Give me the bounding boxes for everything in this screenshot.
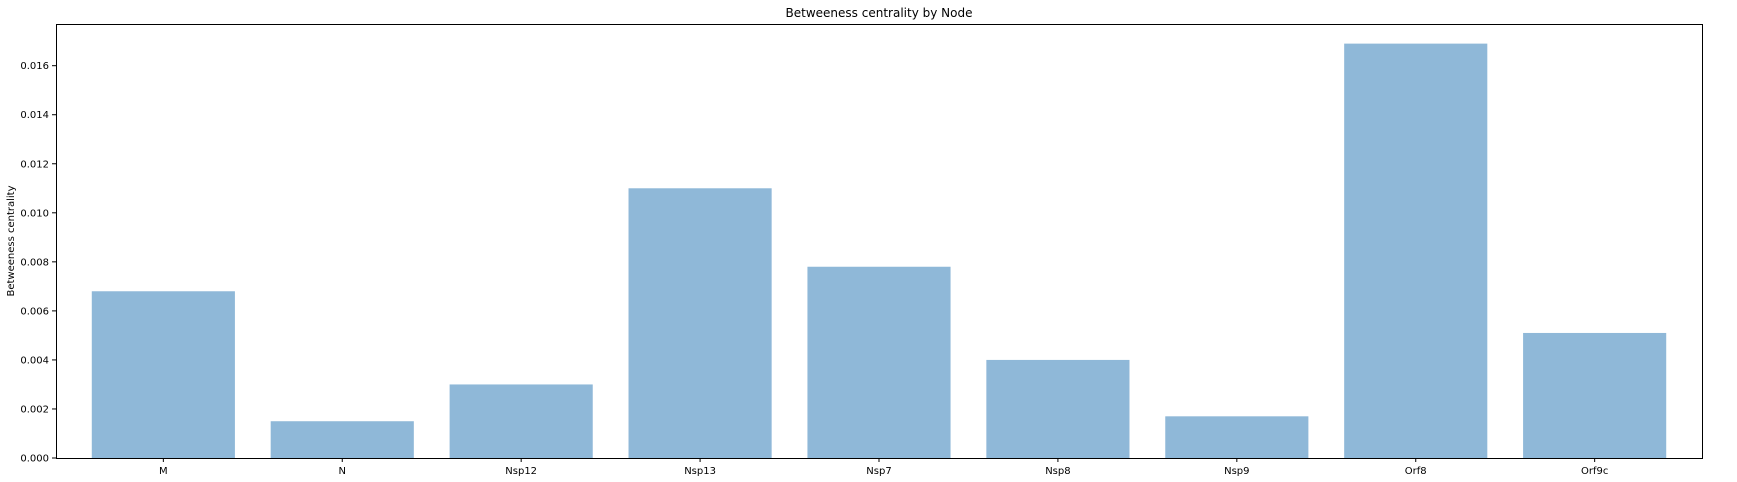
x-tick-label: M (159, 466, 168, 477)
y-tick-label: 0.016 (20, 61, 49, 72)
bar-nsp9 (1165, 416, 1309, 458)
y-tick-label: 0.000 (20, 454, 49, 465)
x-tick-label: Nsp12 (505, 466, 537, 477)
y-tick-label: 0.006 (20, 306, 49, 317)
x-tick-label: Orf9c (1581, 466, 1608, 477)
x-tick-label: N (339, 466, 346, 477)
x-tick-label: Nsp9 (1224, 466, 1249, 477)
y-axis-label: Betweeness centrality (6, 185, 17, 296)
bar-m (91, 291, 235, 458)
bar-n (270, 421, 414, 458)
bar-orf8 (1344, 43, 1488, 459)
y-tick-label: 0.008 (20, 257, 49, 268)
x-axis-ticks: M N Nsp12 Nsp13 Nsp7 Nsp8 Nsp9 Orf8 Orf9c (159, 458, 1608, 477)
y-axis-ticks: 0.000 0.002 0.004 0.006 0.008 0.010 0.012 0.014… (20, 61, 56, 465)
x-tick-label: Nsp7 (866, 466, 891, 477)
plot-frame (56, 24, 1703, 459)
x-tick-label: Nsp13 (684, 466, 716, 477)
x-tick-label: Orf8 (1405, 466, 1427, 477)
y-tick-label: 0.014 (20, 110, 49, 121)
y-tick-label: 0.010 (20, 208, 49, 219)
bar-nsp12 (449, 384, 593, 458)
bar-nsp8 (986, 359, 1130, 458)
y-tick-label: 0.002 (20, 404, 49, 415)
y-tick-label: 0.012 (20, 159, 49, 170)
y-tick-label: 0.004 (20, 355, 49, 366)
bar-nsp13 (628, 188, 772, 459)
bars-group (91, 43, 1667, 459)
bar-nsp7 (807, 266, 951, 458)
x-tick-label: Nsp8 (1045, 466, 1070, 477)
bar-orf9c (1523, 332, 1667, 458)
chart-title: Betweeness centrality by Node (786, 6, 973, 20)
